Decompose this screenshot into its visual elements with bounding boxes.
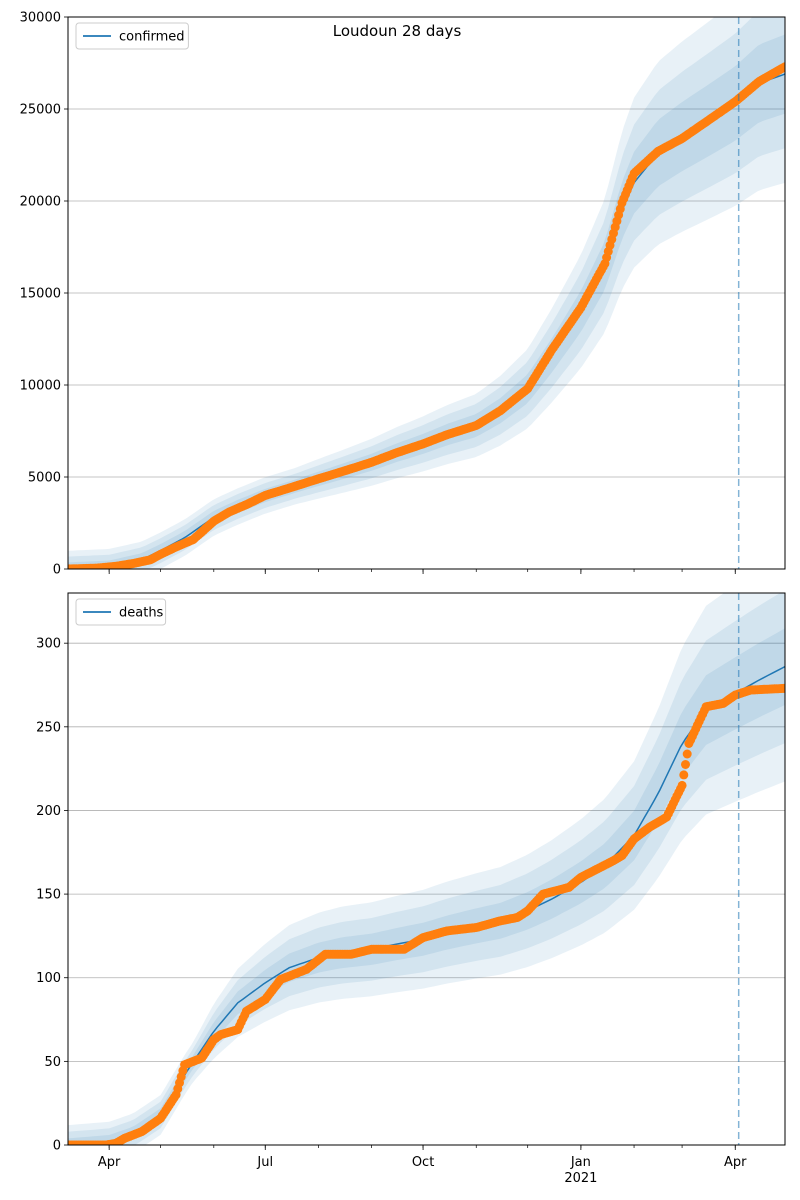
confirmed-panel: 0 5000 10000 15000 20000 25000 30000 confirmed	[20, 11, 786, 578]
observed-point	[679, 770, 689, 780]
legend-label: deaths	[119, 606, 164, 621]
y-tick-label: 10000	[20, 379, 61, 394]
y-tick-label: 250	[36, 720, 61, 735]
legend: deaths	[75, 598, 167, 626]
observed-points	[68, 62, 785, 569]
plot-area	[68, 17, 785, 569]
legend-box	[75, 598, 167, 626]
y-tick-label: 100	[36, 971, 61, 986]
y-tick-label: 30000	[20, 11, 61, 26]
y-tick-label: 150	[36, 888, 61, 903]
uncertainty-band	[68, 628, 785, 1145]
legend: confirmed	[75, 22, 189, 50]
x-tick-label: Jul	[256, 1155, 273, 1170]
uncertainty-band	[68, 17, 785, 569]
x-tick-label: Apr	[98, 1155, 121, 1170]
y-tick-label: 200	[36, 804, 61, 819]
y-tick-label: 5000	[28, 471, 61, 486]
y-tick-label: 15000	[20, 287, 61, 302]
observed-point	[681, 760, 690, 769]
y-tick-label: 25000	[20, 103, 61, 118]
y-tick-label: 0	[53, 1139, 61, 1154]
axes-frame	[67, 592, 786, 1146]
x-tick-label: Jan	[570, 1155, 591, 1170]
plot-area	[68, 593, 785, 1145]
uncertainty-band	[68, 17, 785, 569]
x-tick-sublabel: 2021	[564, 1171, 597, 1186]
observed-points	[68, 683, 785, 1145]
uncertainty-band	[68, 34, 785, 569]
y-tick-label: 20000	[20, 195, 61, 210]
observed-point	[682, 749, 692, 759]
observed-point	[780, 62, 785, 72]
y-tick-label: 300	[36, 637, 61, 652]
x-tick-label: Apr	[724, 1155, 747, 1170]
y-tick-label: 50	[44, 1055, 61, 1070]
observed-point	[780, 683, 785, 693]
observed-point	[677, 780, 687, 790]
x-tick-label: Oct	[412, 1155, 434, 1170]
y-tick-label: 0	[53, 563, 61, 578]
legend-label: confirmed	[119, 30, 185, 45]
figure-title: Loudoun 28 days	[333, 22, 462, 40]
legend-box	[75, 22, 189, 50]
